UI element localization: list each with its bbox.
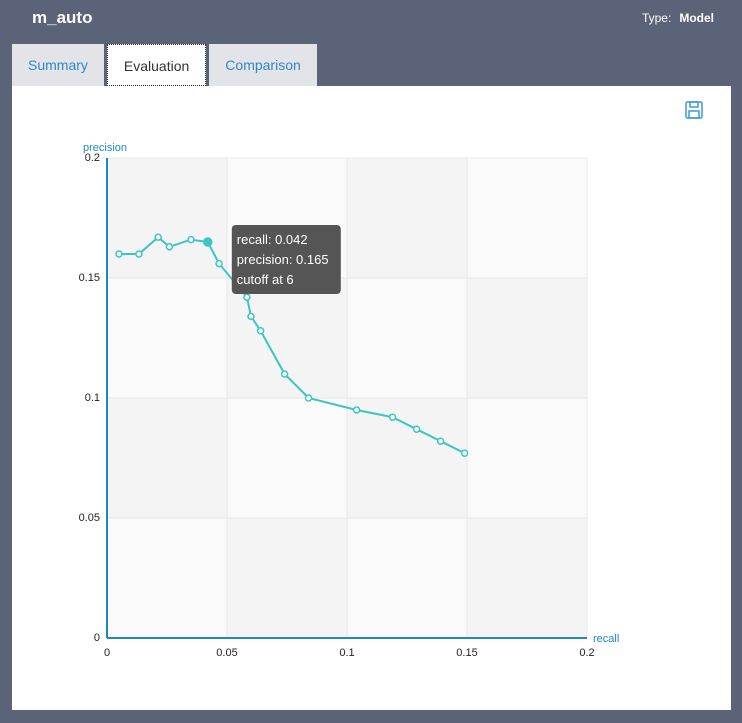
grid-cell: [227, 398, 347, 518]
y-tick-label: 0.1: [85, 392, 100, 404]
x-tick-label: 0.15: [456, 647, 477, 659]
point: [304, 394, 313, 402]
grid-cell: [227, 518, 347, 638]
y-tick-label: 0.15: [79, 272, 100, 284]
point: [203, 237, 213, 247]
point: [135, 250, 143, 258]
point: [215, 259, 223, 268]
point: [460, 449, 469, 457]
tooltip-box: [231, 225, 341, 294]
grid-cell: [347, 278, 467, 398]
tab-bar: Summary Evaluation Comparison: [12, 44, 320, 86]
tooltip-line: cutoff at 6: [237, 272, 294, 287]
y-axis-label: precision: [83, 142, 127, 154]
grid-cell: [347, 158, 467, 278]
point: [280, 370, 289, 378]
grid-cell: [467, 278, 587, 398]
grid-cell: [467, 158, 587, 278]
y-tick-label: 0.05: [79, 512, 100, 524]
point: [243, 293, 251, 301]
point: [115, 250, 123, 258]
point: [247, 312, 255, 321]
grid-cell: [347, 398, 467, 518]
point: [187, 235, 195, 244]
tooltip: recall: 0.042 precision: 0.165 cutoff at 6: [231, 225, 341, 294]
type-info: Type: Model: [642, 11, 714, 25]
type-value: Model: [679, 11, 714, 25]
x-axis-label: recall: [593, 633, 619, 645]
x-tick-label: 0: [104, 647, 110, 659]
model-title: m_auto: [32, 8, 93, 27]
x-tick-label: 0.2: [579, 647, 594, 659]
grid-cell: [107, 518, 227, 638]
type-label: Type:: [641, 11, 672, 25]
tooltip-line: precision: 0.165: [237, 252, 329, 267]
tab[interactable]: Summary: [12, 44, 104, 86]
x-tick-label: 0.1: [339, 647, 354, 659]
point: [352, 406, 361, 414]
tab[interactable]: Evaluation: [106, 44, 207, 86]
point: [388, 413, 397, 421]
tooltip-line: recall: 0.042: [237, 232, 308, 247]
grid-cell: [107, 158, 227, 278]
x-tick-label: 0.05: [216, 647, 237, 659]
grid-cell: [467, 518, 587, 638]
grid-cell: [107, 278, 227, 398]
point: [154, 233, 162, 241]
y-tick-label: 0.2: [85, 152, 100, 164]
point: [256, 327, 265, 335]
point: [165, 243, 174, 251]
y-tick-label: 0: [94, 632, 100, 644]
point: [412, 425, 421, 433]
grid-cell: [347, 518, 467, 638]
tab[interactable]: Comparison: [209, 44, 317, 86]
grid-cell: [467, 398, 587, 518]
grid-cell: [107, 398, 227, 518]
point: [436, 437, 445, 445]
save-icon[interactable]: [685, 101, 703, 119]
